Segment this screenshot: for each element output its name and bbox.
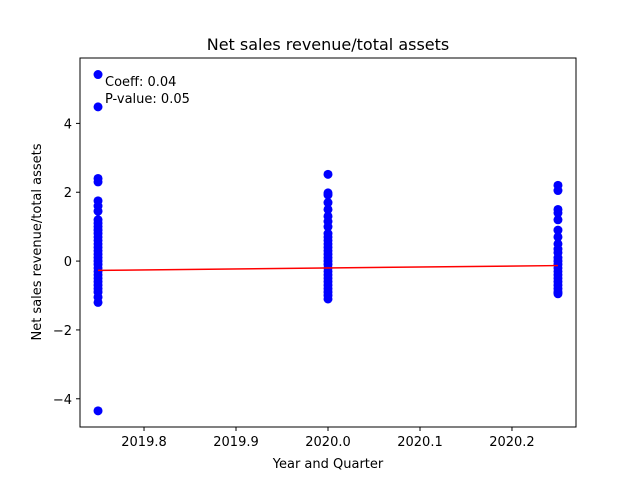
- data-point: [93, 177, 103, 187]
- x-axis-label: Year and Quarter: [272, 457, 384, 472]
- data-point: [553, 225, 563, 235]
- x-tick-label: 2019.9: [213, 435, 259, 450]
- y-tick-label: 2: [64, 186, 72, 201]
- data-point: [93, 297, 103, 307]
- data-point: [323, 169, 333, 179]
- data-point: [323, 190, 333, 200]
- y-tick-label: −4: [53, 393, 72, 408]
- x-tick-label: 2020.0: [305, 435, 351, 450]
- data-point: [323, 198, 333, 208]
- data-point: [553, 186, 563, 196]
- data-point: [553, 289, 563, 299]
- coefficient-annotation: Coeff: 0.04: [105, 75, 176, 90]
- data-point: [553, 208, 563, 218]
- x-tick-label: 2020.1: [397, 435, 443, 450]
- data-point: [93, 102, 103, 112]
- y-tick-label: 0: [64, 255, 72, 270]
- regression-line-group: [98, 264, 558, 272]
- x-tick-label: 2019.8: [121, 435, 167, 450]
- regression-line: [98, 264, 558, 272]
- y-axis-ticks: −4 −2 0 2 4: [53, 117, 80, 408]
- scatter-points: [93, 70, 563, 416]
- data-point: [93, 406, 103, 416]
- data-point: [553, 232, 563, 242]
- y-axis-label: Net sales revenue/total assets: [30, 143, 45, 340]
- chart-title: Net sales revenue/total assets: [207, 35, 450, 54]
- data-point: [323, 204, 333, 214]
- x-tick-label: 2020.2: [489, 435, 535, 450]
- data-point: [93, 70, 103, 80]
- data-point: [323, 294, 333, 304]
- y-tick-label: 4: [64, 117, 72, 132]
- data-point: [93, 206, 103, 216]
- y-tick-label: −2: [53, 324, 72, 339]
- x-axis-ticks: 2019.8 2019.9 2020.0 2020.1 2020.2: [121, 427, 535, 450]
- data-point: [553, 215, 563, 225]
- data-point: [323, 222, 333, 232]
- p-value-annotation: P-value: 0.05: [105, 92, 190, 107]
